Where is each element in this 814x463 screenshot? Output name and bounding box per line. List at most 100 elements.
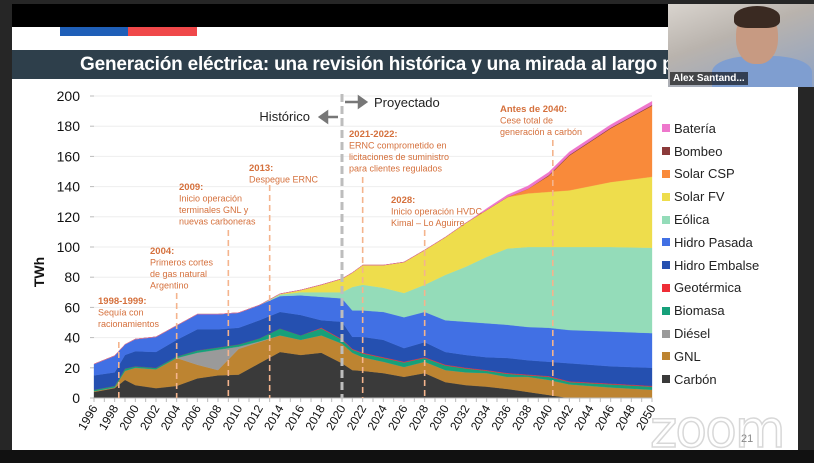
x-tick-label: 2038 [509,402,535,432]
legend-swatch [662,375,670,384]
legend-swatch [662,169,670,178]
historico-label: Histórico [259,109,310,124]
bottom-band [0,450,814,463]
participant-name: Alex Santand... [670,72,748,85]
y-tick-label: 100 [57,239,81,255]
legend-swatch [662,306,670,315]
x-tick-label: 2046 [592,402,618,432]
flag-blue-bar [60,27,128,36]
annotation-text: para clientes regulados [349,164,443,174]
x-tick-label: 2008 [199,402,225,432]
participant-video[interactable]: Alex Santand... [668,4,814,87]
chart-legend: Batería Bombeo Solar CSP Solar FV Eólica Hidr… [662,117,759,391]
x-tick-label: 2004 [158,402,184,432]
x-tick-label: 2032 [447,402,473,432]
y-tick-label: 200 [57,88,81,104]
title-bar: Generación eléctrica: una revisión histó… [12,50,798,79]
y-axis-label: TWh [31,257,47,287]
x-tick-label: 2000 [116,402,142,432]
page-number: 21 [741,433,754,445]
annotation-text: ERNC comprometido en [349,141,447,151]
annotation-heading: 1998-1999: [98,296,147,307]
legend-swatch [662,215,670,224]
proyectado-label: Proyectado [374,95,440,110]
x-tick-label: 1996 [75,402,101,432]
legend-swatch [662,238,670,247]
legend-item: Carbón [662,368,759,391]
area-bater-a [93,101,653,365]
legend-item: Hidro Pasada [662,231,759,254]
annotation-heading: Antes de 2040: [500,104,567,115]
legend-item: GNL [662,345,759,368]
annotation-text: Inicio operación [179,194,242,204]
legend-label: Eólica [674,212,710,228]
x-tick-label: 2012 [240,402,266,432]
legend-item: Solar FV [662,185,759,208]
legend-label: Bombeo [674,143,723,159]
legend-swatch [662,261,670,270]
annotation-heading: 2009: [179,182,203,193]
x-tick-label: 2016 [282,402,308,432]
legend-label: Hidro Pasada [674,234,753,250]
legend-swatch [662,329,670,338]
x-tick-label: 2034 [468,402,494,432]
x-tick-label: 2022 [344,402,370,432]
legend-label: Geotérmica [674,280,742,296]
legend-item: Hidro Embalse [662,254,759,277]
x-tick-label: 2028 [406,402,432,432]
legend-label: Hidro Embalse [674,257,760,273]
legend-item: Biomasa [662,299,759,322]
annotation-text: Despegue ERNC [249,175,319,185]
legend-swatch [662,283,670,292]
legend-label: GNL [674,348,701,364]
y-tick-label: 140 [57,179,81,195]
legend-swatch [662,352,670,361]
x-tick-label: 2018 [302,402,328,432]
annotation-text: de gas natural [150,269,207,279]
legend-swatch [662,147,670,156]
legend-item: Eólica [662,208,759,231]
annotation-text: Primeros cortes [150,258,214,268]
legend-item: Diésel [662,322,759,345]
x-tick-label: 2030 [426,402,452,432]
legend-item: Batería [662,117,759,140]
x-tick-label: 2026 [385,402,411,432]
annotation-text: terminales GNL y [179,205,249,215]
x-tick-label: 2040 [530,402,556,432]
legend-label: Batería [674,120,716,136]
x-tick-label: 2014 [261,402,287,432]
x-tick-label: 2036 [488,402,514,432]
flag-red-bar [128,27,197,36]
annotation-heading: 2021-2022: [349,129,398,140]
annotation-text: generación a carbón [500,127,582,137]
x-tick-label: 2048 [612,402,638,432]
y-tick-label: 160 [57,148,81,164]
arrow-right-icon [345,94,369,110]
legend-item: Bombeo [662,140,759,163]
legend-item: Solar CSP [662,163,759,186]
x-tick-label: 1998 [96,402,122,432]
annotation-text: Argentino [150,281,189,291]
annotation-text: Inicio operación HVDC [391,207,483,217]
slide-top-band [12,4,798,27]
annotation-text: Cese total de [500,116,553,126]
y-tick-label: 180 [57,118,81,134]
x-tick-label: 2020 [323,402,349,432]
annotation-text: Kimal – Lo Aguirre [391,218,465,228]
y-tick-label: 40 [64,330,80,346]
legend-item: Geotérmica [662,277,759,300]
slide-title: Generación eléctrica: una revisión histó… [80,54,710,75]
x-tick-label: 2002 [137,402,163,432]
legend-label: Biomasa [674,303,725,319]
x-tick-label: 2024 [364,402,390,432]
annotation-heading: 2028: [391,195,415,206]
y-tick-label: 0 [72,390,80,406]
y-tick-label: 120 [57,209,81,225]
annotation-text: racionamientos [98,319,160,329]
annotation-heading: 2004: [150,246,174,257]
legend-swatch [662,124,670,133]
x-tick-label: 2044 [571,402,597,432]
y-tick-label: 80 [64,269,80,285]
legend-label: Solar FV [674,189,725,205]
